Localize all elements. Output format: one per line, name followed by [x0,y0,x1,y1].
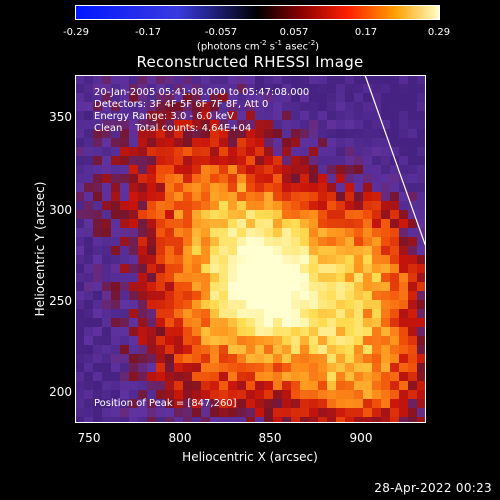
colorbar-tick: 0.17 [354,27,378,38]
y-tick: 250 [49,294,72,308]
colorbar-tick: -0.057 [204,27,238,38]
timestamp: 28-Apr-2022 00:23 [374,481,492,495]
y-axis-label: Heliocentric Y (arcsec) [33,181,47,317]
heatmap-canvas [75,75,426,423]
x-tick: 800 [168,431,192,445]
image-title: Reconstructed RHESSI Image [136,53,364,71]
x-tick: 850 [258,431,282,445]
x-axis-label: Heliocentric X (arcsec) [182,450,318,464]
colorbar-tick: 0.29 [427,27,451,38]
peak-position: Position of Peak = [847,260] [94,398,237,409]
y-tick: 200 [49,385,72,399]
y-tick: 300 [49,203,72,217]
info-detectors: Detectors: 3F 4F 5F 6F 7F 8F, Att 0 [94,99,269,110]
colorbar-tick: -0.17 [135,27,161,38]
info-clean: Clean Total counts: 4.64E+04 [94,123,252,134]
info-time-range: 20-Jan-2005 05:41:08.000 to 05:47:08.000 [94,87,310,98]
x-tick: 900 [349,431,373,445]
colorbar-units: (photons cm-2 s-1 asec-2) [196,39,320,53]
colorbar-tick: 0.057 [279,27,309,38]
colorbar [75,5,440,20]
rhessi-image [75,75,426,423]
y-tick: 350 [49,110,72,124]
colorbar-tick: -0.29 [63,27,89,38]
info-energy: Energy Range: 3.0 - 6.0 keV [94,111,234,122]
solar-limb-line [364,75,426,248]
x-tick: 750 [77,431,101,445]
